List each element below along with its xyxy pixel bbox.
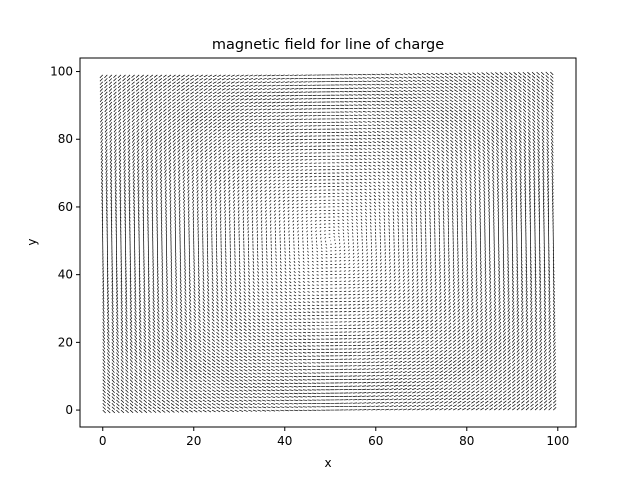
x-tick-label: 40: [277, 434, 292, 448]
vector-field: [99, 71, 557, 414]
x-tick-label: 20: [186, 434, 201, 448]
y-tick-label: 40: [58, 268, 73, 282]
x-tick-label: 80: [459, 434, 474, 448]
chart-title: magnetic field for line of charge: [212, 37, 444, 53]
y-tick-label: 0: [65, 403, 73, 417]
x-tick-label: 0: [99, 434, 107, 448]
y-tick-label: 60: [58, 200, 73, 214]
x-tick-label: 100: [546, 434, 569, 448]
y-axis-ticks: 0 20 40 60 80 100: [50, 65, 80, 417]
y-tick-label: 80: [58, 132, 73, 146]
y-tick-label: 100: [50, 65, 73, 79]
y-tick-label: 20: [58, 335, 73, 349]
y-axis-label: y: [25, 238, 39, 245]
field-arrows: [99, 71, 557, 414]
x-tick-label: 60: [368, 434, 383, 448]
plot-frame: [79, 57, 577, 428]
x-axis-label: x: [324, 456, 331, 470]
x-axis-ticks: 0 20 40 60 80 100: [99, 427, 569, 448]
